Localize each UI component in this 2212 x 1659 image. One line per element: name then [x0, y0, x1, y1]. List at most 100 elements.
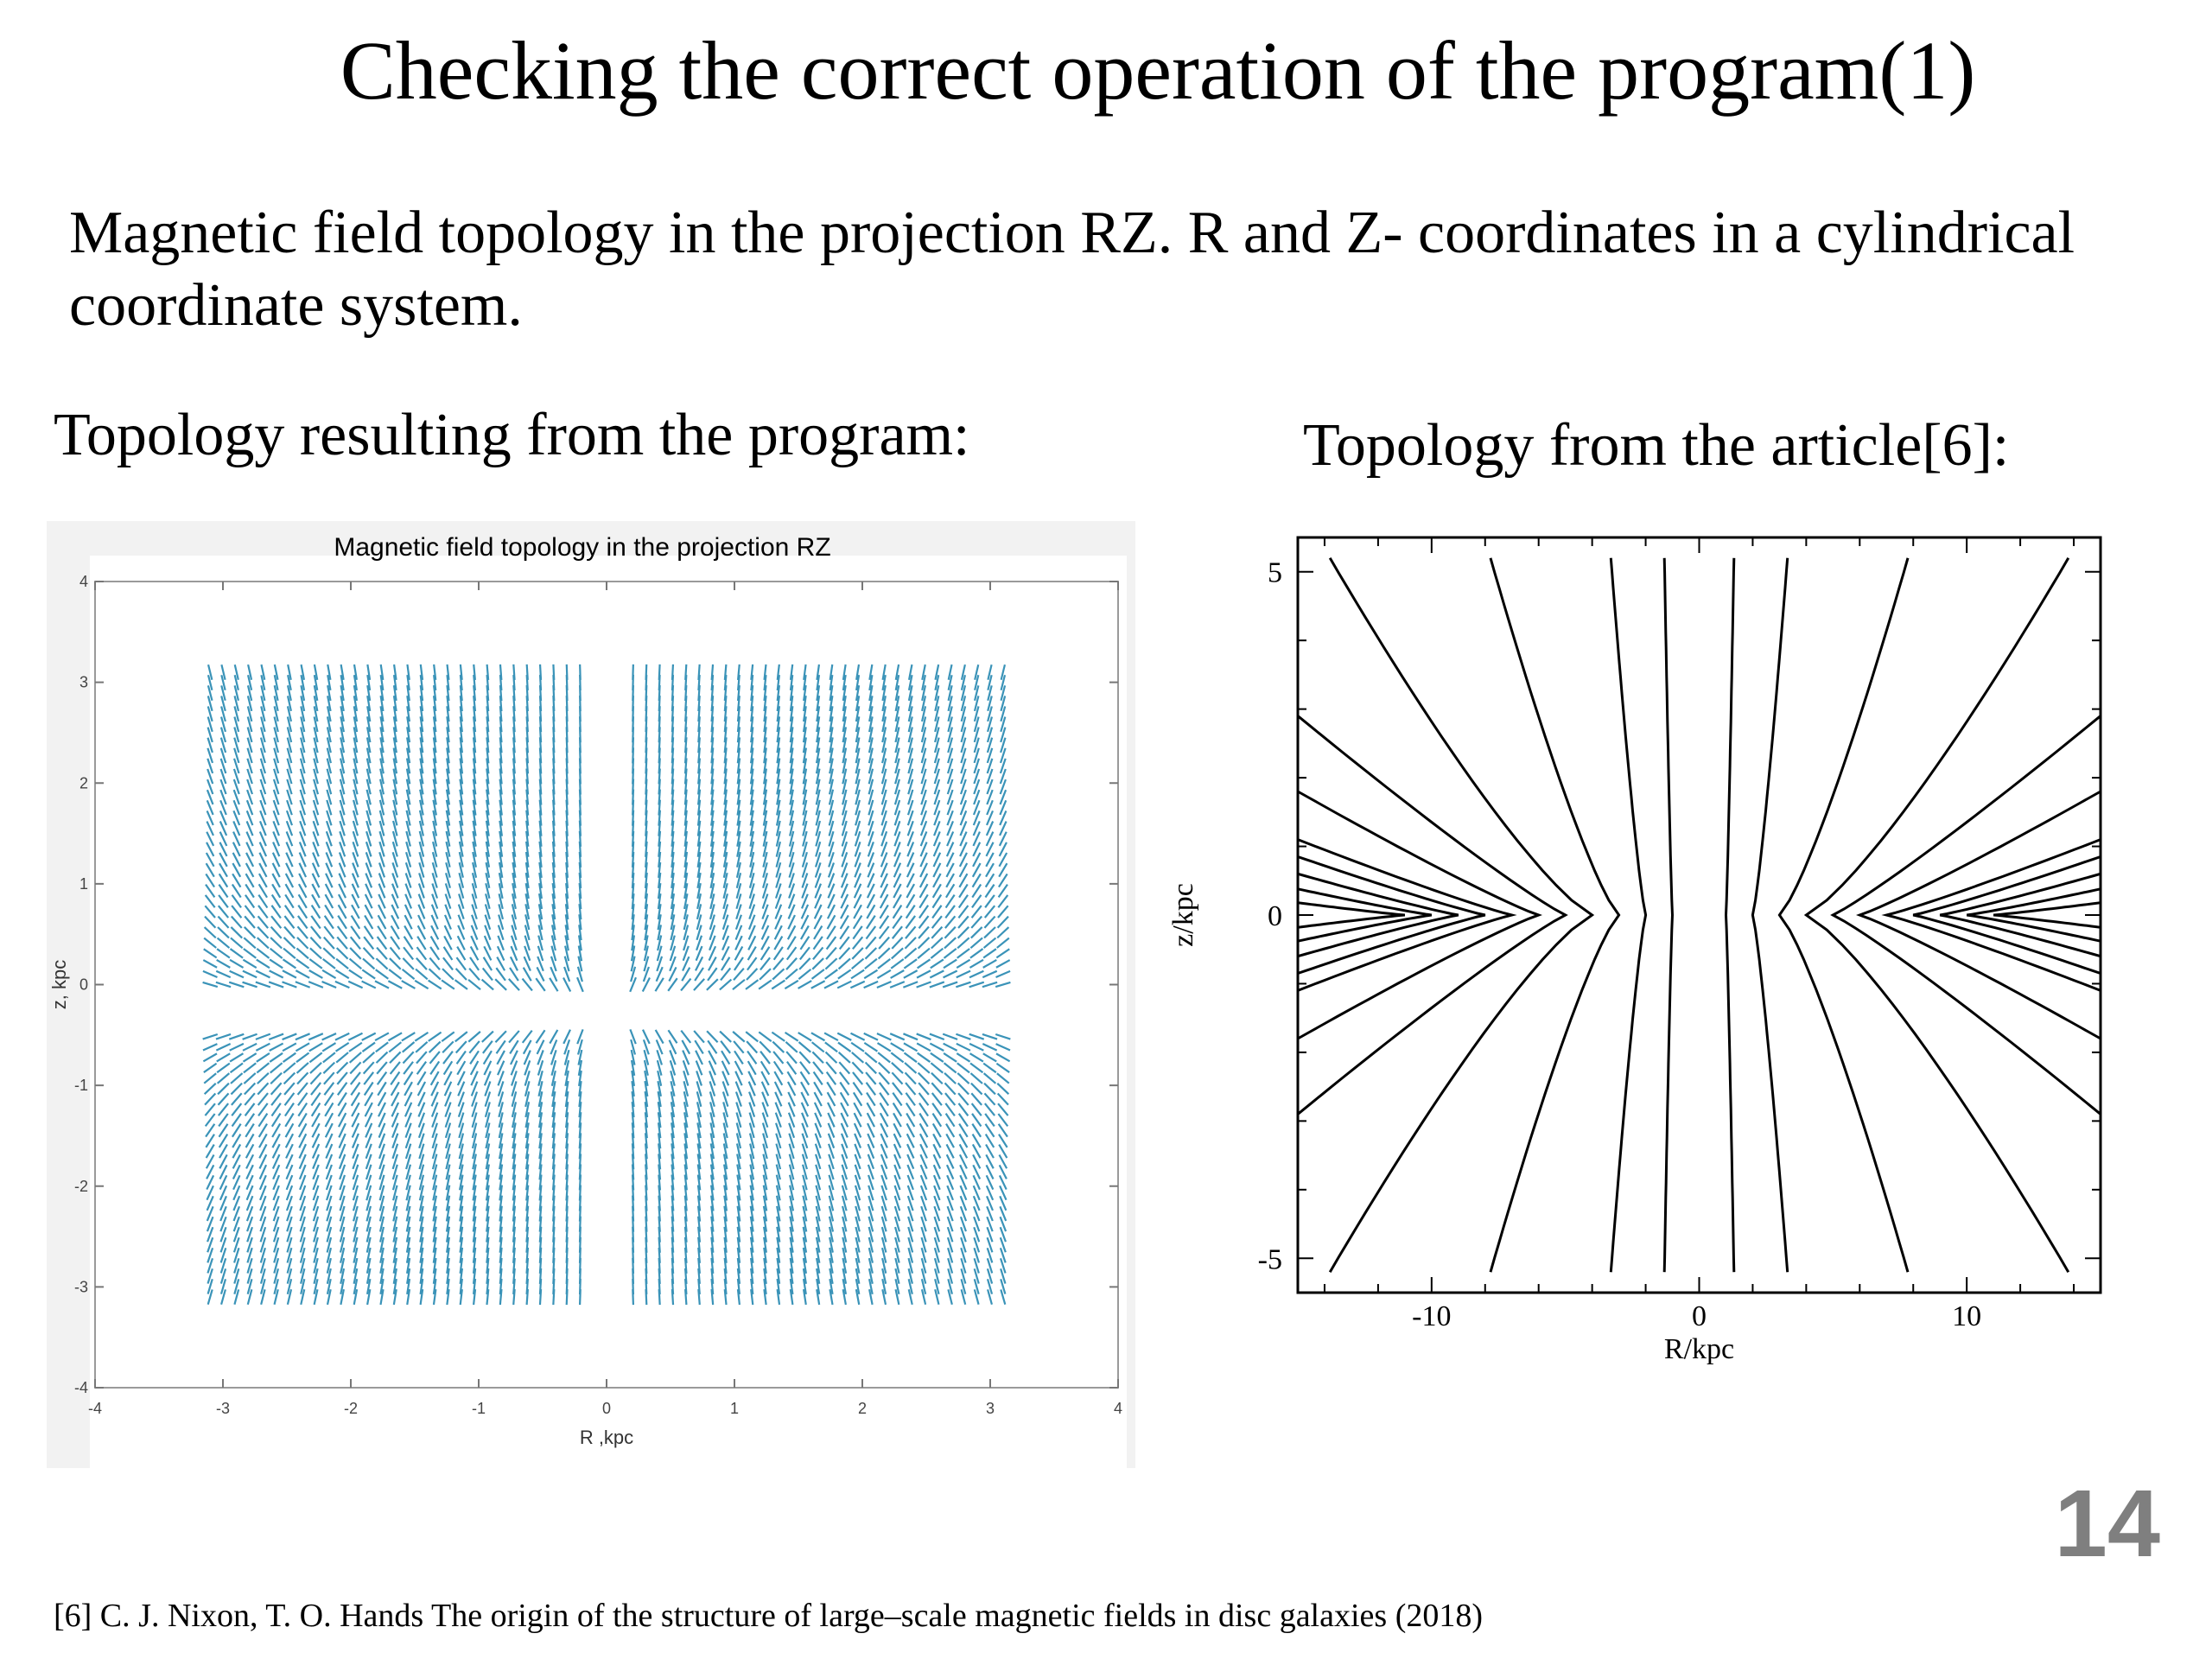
- field-vector: [959, 779, 967, 795]
- field-vector: [671, 841, 675, 857]
- field-vector: [801, 841, 808, 857]
- field-vector: [683, 1195, 688, 1211]
- field-vector: [894, 1289, 900, 1306]
- field-vector: [285, 842, 294, 857]
- field-vector: [327, 664, 332, 681]
- field-vector: [365, 1247, 372, 1263]
- field-vector: [564, 893, 569, 910]
- field-vector: [244, 1092, 256, 1106]
- field-vector: [232, 799, 241, 816]
- field-vector: [245, 852, 255, 868]
- field-vector: [523, 956, 531, 972]
- field-vector: [802, 1257, 808, 1274]
- field-vector: [337, 1102, 347, 1117]
- field-vector: [644, 872, 648, 889]
- field-vector: [671, 882, 675, 899]
- field-vector: [683, 830, 688, 847]
- field-vector: [868, 1205, 874, 1222]
- field-vector: [564, 945, 570, 962]
- field-vector: [969, 1033, 985, 1040]
- field-vector: [973, 1247, 980, 1263]
- field-vector: [838, 1071, 850, 1085]
- field-vector: [498, 1102, 504, 1118]
- field-vector: [378, 1143, 386, 1160]
- chart-title: Magnetic field topology in the projectio…: [334, 533, 830, 562]
- field-vector: [311, 1133, 321, 1148]
- field-vector: [842, 1278, 848, 1295]
- field-vector: [906, 820, 914, 836]
- field-vector: [216, 948, 231, 959]
- field-vector: [945, 1154, 955, 1169]
- field-vector: [658, 1288, 661, 1306]
- reference-footnote: [6] C. J. Nixon, T. O. Hands The origin …: [54, 1598, 1484, 1634]
- field-vector: [920, 1195, 928, 1211]
- field-vector: [959, 1205, 968, 1222]
- field-vector: [855, 1288, 861, 1306]
- field-vector: [233, 1268, 240, 1284]
- program-quiver-chart: Magnetic field topology in the projectio…: [48, 533, 1127, 1468]
- field-vector: [644, 1102, 649, 1118]
- field-vector: [404, 925, 414, 940]
- field-vector: [631, 925, 635, 941]
- field-vector: [324, 1112, 334, 1128]
- field-vector: [695, 956, 704, 971]
- field-vector: [257, 1071, 270, 1084]
- field-vector: [710, 1216, 715, 1232]
- field-vector: [271, 883, 282, 899]
- field-vector: [417, 893, 426, 909]
- field-vector: [459, 706, 463, 722]
- field-vector: [855, 674, 861, 691]
- field-vector: [232, 758, 240, 774]
- field-vector: [776, 1236, 781, 1253]
- field-vector: [349, 1071, 361, 1085]
- field-vector: [219, 862, 228, 878]
- field-vector: [747, 1081, 756, 1096]
- field-vector: [683, 810, 688, 826]
- field-vector: [853, 883, 862, 899]
- field-vector: [232, 831, 241, 847]
- field-vector: [392, 685, 397, 702]
- field-vector: [378, 1205, 385, 1222]
- field-vector: [551, 1112, 556, 1128]
- field-vector: [286, 1205, 293, 1222]
- field-vector: [365, 883, 373, 899]
- field-vector: [855, 685, 861, 702]
- field-vector: [535, 1029, 546, 1044]
- field-vector: [723, 810, 728, 826]
- field-vector: [379, 1278, 385, 1295]
- field-vector: [841, 1164, 849, 1180]
- field-vector: [985, 1164, 995, 1179]
- field-vector: [814, 873, 822, 888]
- field-vector: [852, 936, 864, 950]
- field-vector: [801, 883, 809, 899]
- field-vector: [256, 1062, 270, 1074]
- field-vector: [802, 1185, 808, 1201]
- field-vector: [736, 737, 741, 753]
- field-vector: [284, 1112, 295, 1128]
- field-vector: [272, 779, 280, 795]
- field-vector: [629, 1028, 637, 1045]
- field-vector: [842, 1288, 847, 1306]
- field-vector: [550, 925, 556, 941]
- field-vector: [390, 925, 400, 940]
- field-vector: [854, 1174, 861, 1191]
- field-vector: [710, 747, 715, 764]
- field-vector: [868, 727, 874, 743]
- field-vector: [285, 810, 293, 826]
- field-vector: [365, 1278, 372, 1295]
- field-vector: [389, 1061, 401, 1075]
- field-vector: [855, 779, 861, 795]
- field-vector: [918, 883, 929, 899]
- field-vector: [257, 883, 269, 899]
- field-vector: [442, 946, 454, 961]
- field-vector: [667, 977, 678, 992]
- field-vector: [432, 768, 437, 785]
- field-vector: [721, 1091, 729, 1107]
- field-vector: [723, 820, 728, 836]
- field-vector: [538, 820, 543, 836]
- field-vector: [865, 1082, 877, 1096]
- field-vector: [563, 966, 571, 982]
- field-vector: [984, 1123, 995, 1138]
- field-vector: [326, 1205, 333, 1222]
- field-vector: [443, 1071, 453, 1086]
